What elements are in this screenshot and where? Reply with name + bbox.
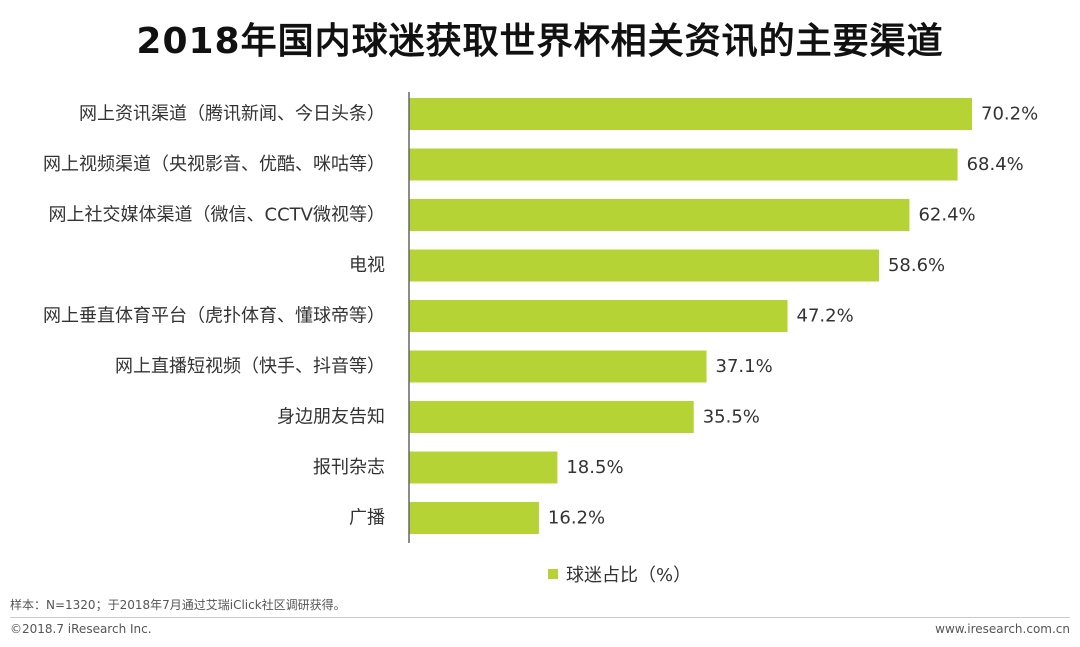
- bars-group: 网上资讯渠道（腾讯新闻、今日头条） 70.2% 网上视频渠道（央视影音、优酷、咪咕等…: [43, 98, 1038, 534]
- category-label-2: 网上社交媒体渠道（微信、CCTV微视等）: [49, 205, 385, 226]
- bar-2: [409, 199, 910, 231]
- footer-divider: [10, 617, 1070, 618]
- bar-6: [409, 401, 694, 433]
- category-label-6: 身边朋友告知: [277, 407, 385, 428]
- value-label-6: 35.5%: [703, 407, 760, 428]
- value-label-2: 62.4%: [918, 205, 975, 226]
- value-label-0: 70.2%: [981, 104, 1038, 125]
- footnote: 样本：N=1320；于2018年7月通过艾瑞iClick社区调研获得。: [10, 598, 346, 612]
- bar-8: [409, 502, 539, 534]
- bar-3: [409, 249, 879, 282]
- bar-1: [409, 148, 958, 181]
- bar-5: [409, 350, 707, 383]
- value-label-8: 16.2%: [548, 508, 605, 529]
- value-label-7: 18.5%: [566, 457, 623, 478]
- bar-chart: 网上资讯渠道（腾讯新闻、今日头条） 70.2% 网上视频渠道（央视影音、优酷、咪咕等…: [43, 92, 1038, 543]
- copyright: ©2018.7 iResearch Inc.: [10, 622, 152, 636]
- legend-label: 球迷占比（%）: [566, 565, 692, 586]
- category-label-7: 报刊杂志: [313, 457, 385, 478]
- category-label-0: 网上资讯渠道（腾讯新闻、今日头条）: [79, 104, 385, 125]
- category-label-5: 网上直播短视频（快手、抖音等）: [115, 356, 385, 377]
- category-label-1: 网上视频渠道（央视影音、优酷、咪咕等）: [43, 154, 385, 175]
- legend-swatch: [548, 569, 558, 579]
- chart-title: 2018年国内球迷获取世界杯相关资讯的主要渠道: [136, 21, 944, 62]
- bar-7: [409, 451, 558, 484]
- value-label-1: 68.4%: [967, 154, 1024, 175]
- value-label-3: 58.6%: [888, 255, 945, 276]
- legend: 球迷占比（%）: [548, 561, 691, 587]
- category-label-8: 广播: [349, 508, 385, 529]
- website: www.iresearch.com.cn: [935, 622, 1070, 636]
- category-label-4: 网上垂直体育平台（虎扑体育、懂球帝等）: [43, 306, 385, 327]
- bar-4: [409, 300, 788, 332]
- category-label-3: 电视: [349, 255, 385, 276]
- value-label-5: 37.1%: [716, 356, 773, 377]
- bar-0: [409, 98, 972, 130]
- value-label-4: 47.2%: [797, 306, 854, 327]
